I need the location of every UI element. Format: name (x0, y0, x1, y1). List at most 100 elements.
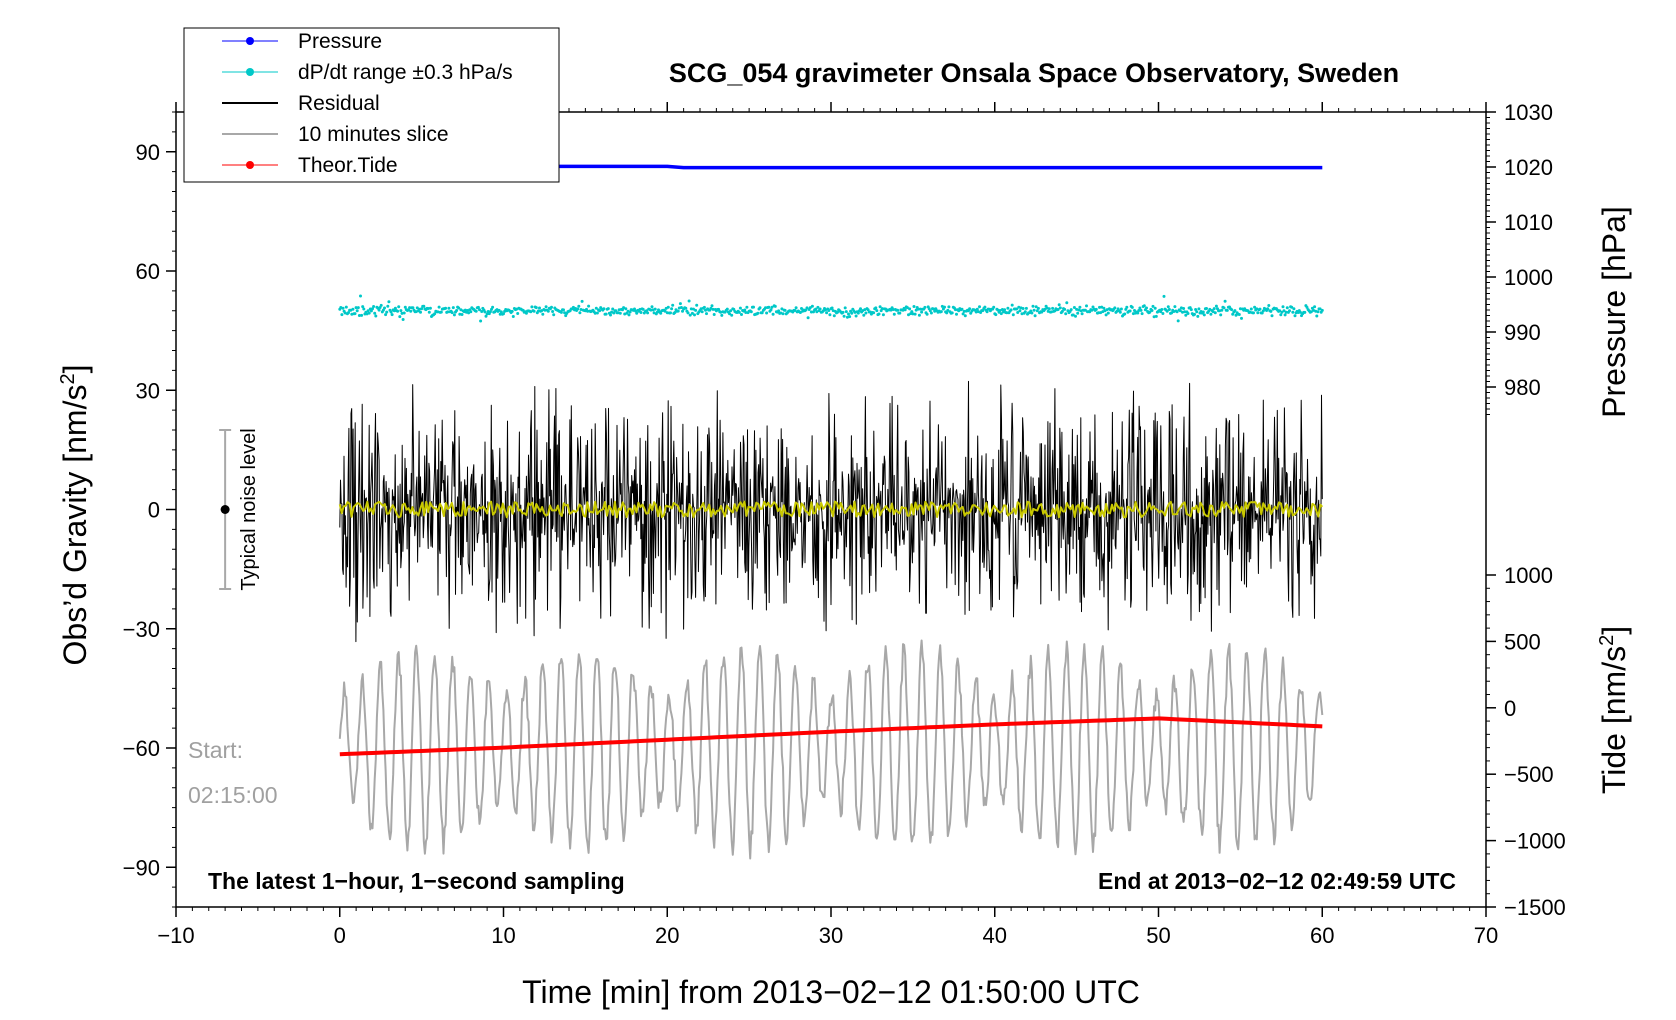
series-dp-dt-range-0-3-hpa-s-point (479, 319, 483, 323)
series-dp-dt-range-0-3-hpa-s-point (702, 305, 706, 309)
series-dp-dt-range-0-3-hpa-s-point (1197, 307, 1201, 311)
series-dp-dt-range-0-3-hpa-s-point (1278, 309, 1282, 313)
tide-tick-label: −500 (1504, 762, 1554, 787)
series-dp-dt-range-0-3-hpa-s-point (975, 307, 979, 311)
series-dp-dt-range-0-3-hpa-s-point (408, 306, 412, 310)
series-dp-dt-range-0-3-hpa-s-point (1021, 307, 1025, 310)
y-left-tick-label: −30 (123, 617, 160, 642)
series-dp-dt-range-0-3-hpa-s-point (961, 312, 965, 316)
series-dp-dt-range-0-3-hpa-s-point (945, 311, 949, 315)
series-dp-dt-range-0-3-hpa-s-point (1214, 304, 1218, 308)
series-dp-dt-range-0-3-hpa-s-point (992, 305, 996, 309)
series-dp-dt-range-0-3-hpa-s-point (1104, 313, 1108, 317)
series-dp-dt-range-0-3-hpa-s-point (1047, 307, 1051, 311)
series-dp-dt-range-0-3-hpa-s-point (1069, 308, 1073, 312)
series-dp-dt-range-0-3-hpa-s-point (419, 310, 422, 314)
series-dp-dt-range-0-3-hpa-s-point (1142, 304, 1146, 308)
series-dp-dt-range-0-3-hpa-s-point (1283, 313, 1287, 317)
series-dp-dt-range-0-3-hpa-s-point (510, 309, 514, 313)
series-dp-dt-range-0-3-hpa-s-point (390, 313, 394, 317)
series-dp-dt-range-0-3-hpa-s-point (1225, 308, 1229, 312)
legend-marker-pressure (246, 37, 254, 45)
series-dp-dt-range-0-3-hpa-s-point (695, 303, 699, 307)
series-dp-dt-range-0-3-hpa-s-point (676, 309, 680, 313)
legend-label-residual: Residual (298, 92, 380, 115)
tide-tick-label: 1000 (1504, 563, 1553, 588)
series-dp-dt-range-0-3-hpa-s-point (783, 308, 787, 312)
pressure-tick-label: 1000 (1504, 265, 1553, 290)
series-dp-dt-range-0-3-hpa-s-point (398, 315, 402, 319)
series-dp-dt-range-0-3-hpa-s-point (670, 307, 674, 311)
y-axis-title-tide-sup: 2 (1596, 635, 1618, 646)
series-dp-dt-range-0-3-hpa-s-point (794, 306, 798, 310)
series-dp-dt-range-0-3-hpa-s-point (451, 306, 455, 310)
series-dp-dt-range-0-3-hpa-s-point (559, 310, 563, 314)
series-dp-dt-range-0-3-hpa-s-point (1064, 312, 1068, 316)
series-dp-dt-range-0-3-hpa-s-point (1040, 310, 1044, 314)
series-dp-dt-range-0-3-hpa-s-point (1165, 309, 1169, 313)
series-dp-dt-range-0-3-hpa-s-point (737, 310, 741, 314)
x-tick-label: 20 (655, 923, 679, 948)
series-dp-dt-range-0-3-hpa-s-point (756, 311, 760, 315)
series-dp-dt-range-0-3-hpa-s-point (650, 305, 654, 309)
series-dp-dt-range-0-3-hpa-s-point (1125, 305, 1129, 309)
series-dp-dt-range-0-3-hpa-s-point (1032, 308, 1036, 312)
series-dp-dt-range-0-3-hpa-s-point (1219, 313, 1223, 317)
series-dp-dt-range-0-3-hpa-s-point (372, 305, 376, 308)
series-dp-dt-range-0-3-hpa-s-point (1153, 306, 1157, 310)
series-dp-dt-range-0-3-hpa-s-point (392, 309, 396, 313)
series-dp-dt-range-0-3-hpa-s-point (587, 304, 591, 308)
series-dp-dt-range-0-3-hpa-s-point (353, 312, 357, 316)
series-dp-dt-range-0-3-hpa-s-point (688, 313, 692, 317)
y-axis-title-left-sup: 2 (57, 373, 79, 384)
series-dp-dt-range-0-3-hpa-s-point (1138, 306, 1142, 310)
series-dp-dt-range-0-3-hpa-s-point (891, 308, 895, 311)
series-dp-dt-range-0-3-hpa-s-point (968, 307, 972, 311)
series-dp-dt-range-0-3-hpa-s-point (898, 311, 902, 315)
series-dp-dt-range-0-3-hpa-s-point (1167, 308, 1171, 311)
series-dp-dt-range-0-3-hpa-s-point (444, 306, 448, 310)
series-dp-dt-range-0-3-hpa-s-point (925, 312, 929, 316)
series-dp-dt-range-0-3-hpa-s-point (928, 309, 932, 313)
series-dp-dt-range-0-3-hpa-s-point (347, 311, 350, 315)
series-dp-dt-range-0-3-hpa-s-point (1060, 309, 1064, 313)
noise-level-bar: Typical noise level (219, 428, 260, 591)
series-dp-dt-range-0-3-hpa-s-point (344, 305, 348, 309)
series-dp-dt-range-0-3-hpa-s-point (777, 309, 781, 313)
series-dp-dt-range-0-3-hpa-s-point (1170, 311, 1174, 315)
series-dp-dt-range-0-3-hpa-s-point (1298, 310, 1302, 314)
series-dp-dt-range-0-3-hpa-s-point (1253, 305, 1257, 309)
series-dp-dt-range-0-3-hpa-s-point (1240, 316, 1243, 320)
legend: Pressure dP/dt range ±0.3 hPa/s Residual 10… (183, 27, 560, 183)
series-dp-dt-range-0-3-hpa-s-point (469, 310, 473, 314)
series-dp-dt-range-0-3-hpa-s-point (401, 318, 405, 321)
series-dp-dt-range-0-3-hpa-s-point (745, 305, 749, 309)
y-axis-title-pressure: Pressure [hPa] (1596, 206, 1632, 418)
series-dp-dt-range-0-3-hpa-s-point (1281, 305, 1285, 309)
legend-items: Pressure dP/dt range ±0.3 hPa/s Residual 10… (222, 30, 513, 177)
noise-bar-center-dot (220, 505, 230, 514)
series-dp-dt-range-0-3-hpa-s-point (422, 304, 426, 308)
series-dp-dt-range-0-3-hpa-s-point (725, 307, 729, 311)
series-dp-dt-range-0-3-hpa-s-point (1318, 307, 1322, 311)
start-time: 02:15:00 (188, 782, 278, 808)
series-dp-dt-range-0-3-hpa-s-point (1094, 307, 1098, 311)
series-dp-dt-range-0-3-hpa-s-point (1288, 309, 1291, 313)
series-dp-dt-range-0-3-hpa-s-point (351, 307, 355, 311)
series-dp-dt-range-0-3-hpa-s-point (758, 306, 762, 310)
series-dp-dt-range-0-3-hpa-s-point (878, 305, 882, 309)
chart-title: SCG_054 gravimeter Onsala Space Observat… (669, 58, 1399, 88)
series-dp-dt-range-0-3-hpa-s-point (1000, 308, 1004, 311)
series-dp-dt-range-0-3-hpa-s-point (646, 311, 650, 315)
series-dp-dt-range-0-3-hpa-s-point (458, 312, 462, 316)
series-dp-dt-range-0-3-hpa-s-point (428, 306, 432, 310)
series-dp-dt-range-0-3-hpa-s-point (1205, 307, 1208, 310)
series-dp-dt-range-0-3-hpa-s-point (379, 303, 383, 307)
series-dp-dt-range-0-3-hpa-s-point (439, 310, 443, 314)
series-dp-dt-range-0-3-hpa-s-point (488, 310, 492, 314)
series-dp-dt-range-0-3-hpa-s-point (1102, 306, 1106, 310)
series-dp-dt-range-0-3-hpa-s-point (1270, 314, 1274, 318)
series-dp-dt-range-0-3-hpa-s-point (1290, 305, 1294, 309)
series-dp-dt-range-0-3-hpa-s-point (543, 308, 547, 312)
series-dp-dt-range-0-3-hpa-s-point (1090, 308, 1094, 312)
